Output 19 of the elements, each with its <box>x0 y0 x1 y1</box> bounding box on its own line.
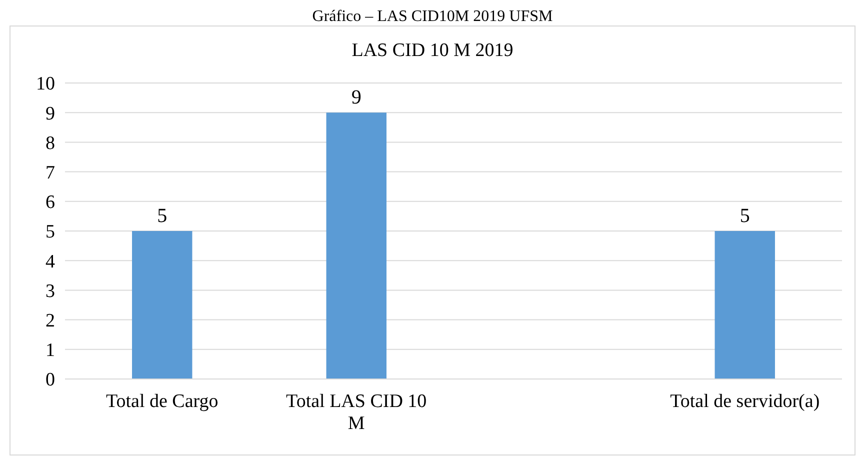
y-tick-label: 8 <box>46 132 55 154</box>
y-tick-label: 9 <box>46 103 55 124</box>
x-tick-label: Total de Cargo <box>106 391 218 412</box>
y-tick-label: 1 <box>46 340 55 362</box>
y-tick-label: 3 <box>46 280 55 302</box>
data-label: 9 <box>351 86 362 109</box>
y-tick-label: 4 <box>46 251 56 272</box>
y-tick-label: 5 <box>46 222 55 243</box>
y-tick-label: 10 <box>36 74 55 95</box>
chart-title: LAS CID 10 M 2019 <box>352 40 514 61</box>
y-tick-label: 7 <box>46 162 55 184</box>
x-tick-label: Total de servidor(a) <box>670 391 820 412</box>
y-tick-label: 6 <box>46 192 55 214</box>
data-label: 5 <box>740 205 750 227</box>
data-label: 5 <box>157 205 168 227</box>
x-tick-label: Total LAS CID 10 M <box>286 391 427 434</box>
text: Gráfico – LAS CID10M 2019 UFSM <box>312 8 553 25</box>
y-tick-label: 0 <box>46 370 55 391</box>
y-tick-label: 2 <box>46 310 55 332</box>
